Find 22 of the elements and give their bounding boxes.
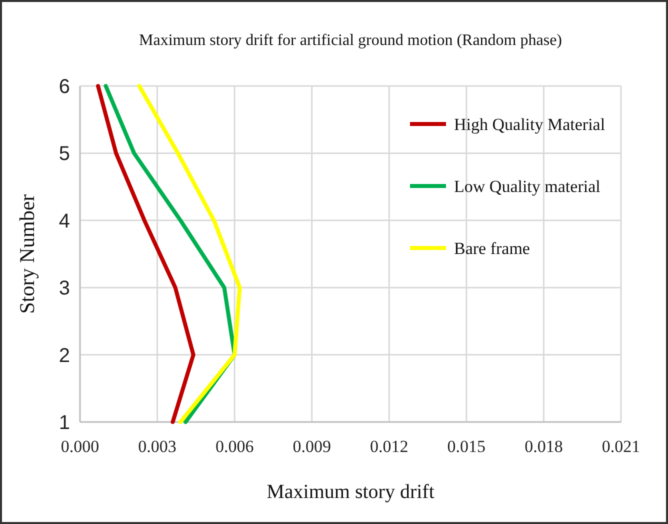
x-tick-label: 0.000	[60, 437, 100, 456]
y-tick-label: 6	[58, 76, 70, 98]
y-tick-label: 3	[58, 278, 70, 300]
legend-label: High Quality Material	[454, 114, 606, 134]
y-axis-title: Story Number	[15, 194, 39, 314]
x-tick-label: 0.009	[292, 437, 331, 456]
x-tick-label: 0.015	[447, 437, 486, 456]
x-tick-label: 0.012	[370, 437, 408, 456]
y-tick-label: 1	[58, 412, 70, 434]
line-series	[96, 84, 196, 424]
x-tick-label: 0.003	[138, 437, 176, 456]
legend-label: Low Quality material	[454, 176, 601, 196]
x-axis-title: Maximum story drift	[266, 481, 435, 503]
y-tick-label: 5	[58, 143, 70, 166]
x-tick-label: 0.018	[524, 437, 563, 456]
x-tick-label: 0.006	[215, 437, 254, 456]
legend-label: Bare frame	[454, 238, 530, 258]
x-tick-label: 0.021	[602, 437, 640, 456]
line-series	[137, 84, 242, 424]
y-tick-label: 2	[58, 344, 70, 367]
y-tick-label: 4	[58, 210, 70, 232]
chart-title: Maximum story drift for artificial ground motion (Random phase)	[138, 32, 562, 49]
